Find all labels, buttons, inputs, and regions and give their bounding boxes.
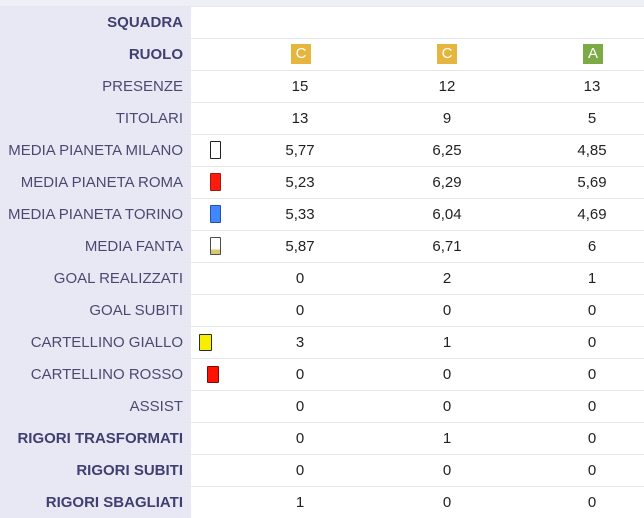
value-cell: 6,25 [432, 142, 462, 159]
role-badge: A [583, 44, 603, 64]
table-row-rigori-subiti: RIGORI SUBITI 0 0 0 [0, 454, 644, 486]
value-cell: 15 [291, 78, 309, 95]
table-top-strip [0, 0, 644, 6]
value-cell: 0 [295, 462, 305, 479]
value-cell: 6,29 [432, 174, 462, 191]
value-cell: 13 [291, 110, 309, 127]
value-cell: 3 [295, 334, 305, 351]
value-cell: 0 [295, 302, 305, 319]
value-cell: 5,23 [285, 174, 315, 191]
table-row-cartellino-giallo: CARTELLINO GIALLO 3 1 0 [0, 326, 644, 358]
value-cell: 0 [442, 494, 452, 511]
row-label: MEDIA FANTA [0, 231, 191, 262]
value-cell: 6,71 [432, 238, 462, 255]
value-cell: 5,33 [285, 206, 315, 223]
table-row-goal-subiti: GOAL SUBITI 0 0 0 [0, 294, 644, 326]
value-cell: 12 [438, 78, 456, 95]
value-cell: 0 [587, 430, 597, 447]
value-cell: 0 [442, 462, 452, 479]
value-cell: 1 [442, 430, 452, 447]
value-cell: 0 [587, 334, 597, 351]
row-label: GOAL SUBITI [0, 295, 191, 326]
blue-card-icon [210, 205, 221, 223]
role-badge: C [291, 44, 311, 64]
value-cell: 5 [587, 110, 597, 127]
table-row-assist: ASSIST 0 0 0 [0, 390, 644, 422]
value-cell: 6 [587, 238, 597, 255]
table-row-media-fanta: MEDIA FANTA 5,87 6,71 6 [0, 230, 644, 262]
row-label: RIGORI SUBITI [0, 455, 191, 486]
table-row-rigori-sbagliati: RIGORI SBAGLIATI 1 0 0 [0, 486, 644, 518]
value-cell: 0 [295, 366, 305, 383]
value-cell: 0 [587, 494, 597, 511]
row-label: SQUADRA [0, 7, 191, 38]
table-row-media-pianeta-milano: MEDIA PIANETA MILANO 5,77 6,25 4,85 [0, 134, 644, 166]
value-cell: 0 [587, 462, 597, 479]
yellow-card-icon [199, 334, 212, 351]
row-label: RIGORI TRASFORMATI [0, 423, 191, 454]
value-cell: 5,69 [577, 174, 607, 191]
table-row-titolari: TITOLARI 13 9 5 [0, 102, 644, 134]
value-cell: 5,77 [285, 142, 315, 159]
value-cell: 5,87 [285, 238, 315, 255]
row-label: RUOLO [0, 39, 191, 70]
value-cell: 2 [442, 270, 452, 287]
table-row-rigori-trasformati: RIGORI TRASFORMATI 0 1 0 [0, 422, 644, 454]
red-card-icon [207, 366, 219, 383]
value-cell: 1 [587, 270, 597, 287]
value-cell: 0 [295, 270, 305, 287]
value-cell: 0 [442, 302, 452, 319]
row-label: PRESENZE [0, 71, 191, 102]
value-cell: 0 [442, 398, 452, 415]
table-row-presenze: PRESENZE 15 12 13 [0, 70, 644, 102]
value-cell: 1 [295, 494, 305, 511]
row-label: CARTELLINO GIALLO [0, 327, 191, 358]
value-cell: 0 [587, 366, 597, 383]
table-row-media-pianeta-torino: MEDIA PIANETA TORINO 5,33 6,04 4,69 [0, 198, 644, 230]
row-label: RIGORI SBAGLIATI [0, 487, 191, 518]
row-label: MEDIA PIANETA TORINO [0, 199, 191, 230]
value-cell: 1 [442, 334, 452, 351]
table-row-ruolo: RUOLO C C A [0, 38, 644, 70]
row-label: MEDIA PIANETA MILANO [0, 135, 191, 166]
row-label: GOAL REALIZZATI [0, 263, 191, 294]
white-card-icon [210, 141, 221, 159]
row-label: MEDIA PIANETA ROMA [0, 167, 191, 198]
value-cell: 6,04 [432, 206, 462, 223]
value-cell: 0 [295, 398, 305, 415]
value-cell: 4,69 [577, 206, 607, 223]
role-badge: C [437, 44, 457, 64]
row-label: ASSIST [0, 391, 191, 422]
white-striped-card-icon [210, 237, 221, 255]
table-row-cartellino-rosso: CARTELLINO ROSSO 0 0 0 [0, 358, 644, 390]
value-cell: 9 [442, 110, 452, 127]
table-row-goal-realizzati: GOAL REALIZZATI 0 2 1 [0, 262, 644, 294]
value-cell: 0 [295, 430, 305, 447]
table-row-squadra: SQUADRA [0, 6, 644, 38]
table-row-media-pianeta-roma: MEDIA PIANETA ROMA 5,23 6,29 5,69 [0, 166, 644, 198]
value-cell: 0 [587, 302, 597, 319]
row-label: TITOLARI [0, 103, 191, 134]
value-cell: 13 [583, 78, 601, 95]
value-cell: 0 [587, 398, 597, 415]
row-label: CARTELLINO ROSSO [0, 359, 191, 390]
red-card-icon [210, 173, 221, 191]
value-cell: 0 [442, 366, 452, 383]
value-cell: 4,85 [577, 142, 607, 159]
